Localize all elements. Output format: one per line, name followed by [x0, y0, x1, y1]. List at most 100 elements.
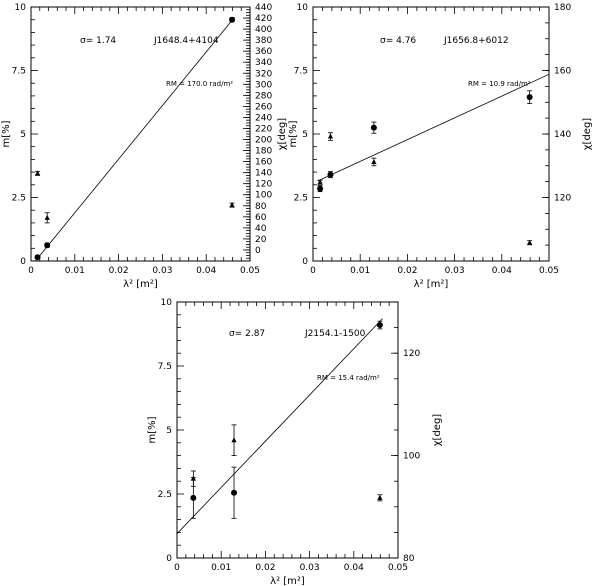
- data-point-circle: [44, 242, 51, 249]
- data-point-triangle: [44, 214, 50, 220]
- right-y-tick-label: 0: [255, 246, 261, 256]
- y-tick-label: 2.5: [12, 194, 26, 204]
- y-tick-label: 10: [161, 298, 173, 308]
- data-point-triangle: [34, 170, 41, 176]
- y-tick-label: 7.5: [12, 67, 26, 77]
- y-axis-label-left: χ[deg]m[%]: [277, 118, 299, 151]
- x-tick-label: 0.03: [152, 266, 172, 276]
- source-name: J1656.8+6012: [443, 36, 509, 46]
- right-y-tick-label: 140: [255, 169, 272, 179]
- y-tick-label: 2.5: [294, 194, 308, 204]
- data-point-triangle: [327, 133, 334, 139]
- data-point-circle: [526, 94, 533, 101]
- x-tick-label: 0.04: [196, 266, 216, 276]
- source-name: J1648.4+4104: [153, 36, 219, 46]
- y-tick-label: 10: [297, 3, 309, 13]
- fit-line: [35, 16, 235, 262]
- x-tick-label: 0.02: [397, 266, 417, 276]
- y-tick-label: 7.5: [158, 362, 172, 372]
- sigma-annotation: σ= 2.87: [229, 329, 265, 339]
- data-point-triangle: [231, 437, 237, 443]
- right-y-tick-label: 100: [403, 452, 420, 462]
- rm-annotation: RM = 15.4 rad/m²: [317, 374, 380, 382]
- y-tick-label: 5: [302, 130, 308, 140]
- right-y-tick-label: 180: [554, 3, 571, 13]
- right-y-tick-label: 320: [255, 69, 272, 79]
- data-point-circle: [317, 185, 324, 192]
- y-tick-label: 0: [166, 554, 172, 564]
- data-point-circle: [327, 171, 334, 178]
- x-tick-label: 0.05: [539, 266, 559, 276]
- x-tick-label: 0.04: [344, 563, 364, 573]
- y-axis-label-left: m[%]: [147, 416, 158, 443]
- y-tick-label: 10: [15, 3, 27, 13]
- data-point-triangle: [190, 475, 196, 481]
- sigma-annotation: σ= 4.76: [380, 36, 416, 46]
- y-tick-label: 0: [302, 257, 308, 267]
- data-point-triangle: [527, 239, 533, 245]
- x-tick-label: 0.01: [211, 563, 231, 573]
- x-tick-label: 0.03: [300, 563, 320, 573]
- data-point-triangle: [317, 179, 323, 185]
- x-tick-label: 0.01: [350, 266, 370, 276]
- right-y-tick-label: 140: [554, 130, 571, 140]
- y-tick-label: 7.5: [294, 67, 308, 77]
- right-y-tick-label: 120: [554, 194, 571, 204]
- x-tick-label: 0: [174, 563, 180, 573]
- x-tick-label: 0.01: [65, 266, 85, 276]
- right-y-tick-label: 20: [255, 235, 267, 245]
- x-axis-label: λ² [m²]: [123, 279, 158, 290]
- chart-panel-3: 0 0.01 0.02 0.03 0.04 0.05 0 2.5 5 7.5 10 80 100 120 λ…: [147, 298, 443, 586]
- right-y-tick-label: 160: [255, 158, 272, 168]
- plot-frame: [176, 301, 399, 559]
- data-point-circle: [34, 254, 41, 261]
- chart-panel-2: 0 0.01 0.02 0.03 0.04 0.05 0 2.5 5 7.5 10 120 140 160…: [277, 3, 593, 290]
- x-tick-label: 0.02: [109, 266, 129, 276]
- x-tick-label: 0.05: [388, 563, 408, 573]
- y-tick-label: 2.5: [158, 490, 172, 500]
- right-y-tick-label: 260: [255, 102, 272, 112]
- plot-frame: [312, 6, 550, 262]
- chart-panel-1: 0 0.01 0.02 0.03 0.04 0.0502.557.510020406080…: [1, 3, 272, 290]
- rm-annotation: RM = 10.9 rad/m²: [468, 80, 531, 88]
- right-y-tick-label: 160: [554, 67, 571, 77]
- rm-annotation: RM = 170.0 rad/m²: [166, 80, 233, 88]
- right-y-tick-label: 120: [403, 349, 420, 359]
- x-tick-label: 0.05: [240, 266, 260, 276]
- right-y-tick-label: 120: [255, 180, 272, 190]
- fit-line: [176, 318, 383, 534]
- right-y-tick-label: 80: [255, 202, 267, 212]
- y-tick-label: 5: [166, 426, 172, 436]
- right-y-tick-label: 100: [255, 191, 272, 201]
- right-y-tick-label: 340: [255, 58, 272, 68]
- right-y-tick-label: 200: [255, 136, 272, 146]
- x-tick-label: 0: [28, 266, 34, 276]
- x-tick-label: 0.03: [445, 266, 465, 276]
- sigma-annotation: σ= 1.74: [80, 36, 116, 46]
- right-y-tick-label: 300: [255, 80, 272, 90]
- right-y-tick-label: 280: [255, 91, 272, 101]
- y-tick-label: 5: [20, 130, 26, 140]
- y-axis-label-left: m[%]: [1, 120, 12, 147]
- right-y-tick-label: 360: [255, 47, 272, 57]
- right-y-tick-label: 180: [255, 147, 272, 157]
- x-tick-label: 0: [310, 266, 316, 276]
- y-tick-label: 0: [20, 257, 26, 267]
- y-axis-label-right: χ[deg]: [432, 414, 443, 447]
- right-y-tick-label: 420: [255, 14, 272, 24]
- right-y-tick-label: 440: [255, 3, 272, 13]
- right-y-tick-label: 400: [255, 25, 272, 35]
- data-point-triangle: [371, 158, 377, 164]
- data-point-triangle: [377, 494, 383, 500]
- right-y-tick-label: 80: [403, 554, 415, 564]
- data-point-circle: [190, 494, 197, 501]
- data-point-circle: [370, 124, 377, 131]
- right-y-tick-label: 380: [255, 36, 272, 46]
- data-point-circle: [231, 489, 238, 496]
- x-axis-label: λ² [m²]: [270, 576, 305, 586]
- data-point-circle: [229, 16, 236, 23]
- right-y-tick-label: 220: [255, 124, 272, 134]
- right-y-tick-label: 240: [255, 113, 272, 123]
- fit-line: [317, 73, 550, 182]
